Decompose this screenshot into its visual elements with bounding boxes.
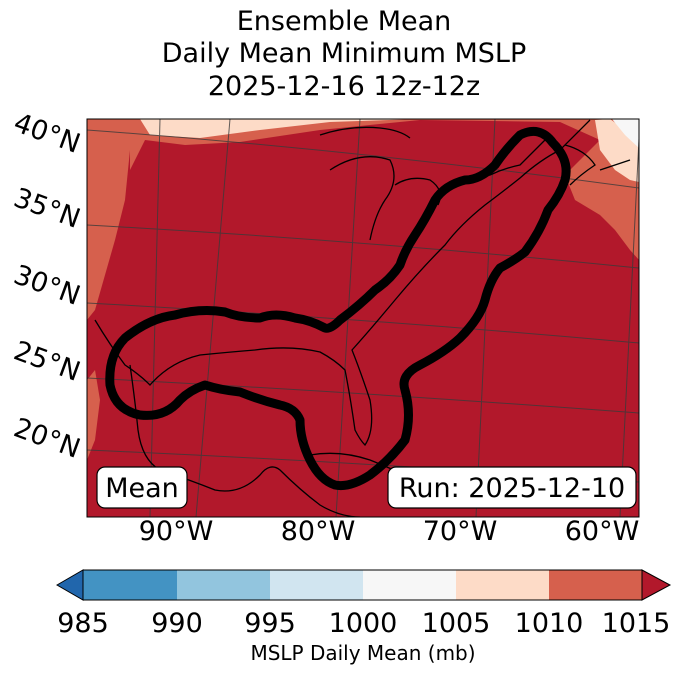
title-line-3: 2025-12-16 12z-12z <box>207 71 481 102</box>
colorbar-segment-985-990 <box>83 570 177 600</box>
colorbar-tick-1000: 1000 <box>329 608 398 639</box>
colorbar-tick-1015: 1015 <box>602 608 671 639</box>
colorbar-tick-995: 995 <box>244 608 296 639</box>
mean-box: Mean <box>96 466 188 509</box>
pressure-field-1005-1010-west <box>87 150 130 320</box>
colorbar-segment-990-995 <box>177 570 270 600</box>
lat-label-20: 20°N <box>10 412 85 464</box>
run-box-label: Run: 2025-12-10 <box>399 473 625 504</box>
pressure-field-1000-1005 <box>140 119 420 138</box>
lon-label-80: 80°W <box>281 516 356 547</box>
lat-label-35: 35°N <box>10 182 85 234</box>
colorbar-tick-1005: 1005 <box>422 608 491 639</box>
pressure-field-995-1000 <box>612 119 639 148</box>
colorbar-extend-low <box>55 569 84 601</box>
colorbar-segment-1000-1005 <box>363 570 456 600</box>
map-frame <box>86 118 640 518</box>
lat-label-40: 40°N <box>10 107 85 159</box>
colorbar-tick-1010: 1010 <box>515 608 584 639</box>
colorbar-tick-990: 990 <box>151 608 203 639</box>
mean-box-label: Mean <box>105 473 179 504</box>
lat-label-30: 30°N <box>10 259 85 311</box>
lon-label-90: 90°W <box>139 516 214 547</box>
map-panel <box>87 119 639 517</box>
contour-line <box>105 126 571 490</box>
run-box: Run: 2025-12-10 <box>387 466 637 509</box>
lon-label-70: 70°W <box>423 516 498 547</box>
lat-label-25: 25°N <box>10 335 85 387</box>
colorbar-segment-1005-1010 <box>456 570 549 600</box>
colorbar-extend-high <box>641 569 672 601</box>
colorbar-tick-985: 985 <box>57 608 109 639</box>
lon-label-60: 60°W <box>565 516 640 547</box>
title-line-1: Ensemble Mean <box>236 6 452 37</box>
pressure-field-1005-1010-southwest <box>87 370 100 460</box>
colorbar-segment-995-1000 <box>270 570 363 600</box>
colorbar: 985 990 995 1000 1005 1010 1015 MSLP Dai… <box>55 569 672 665</box>
title-line-2: Daily Mean Minimum MSLP <box>161 38 527 69</box>
colorbar-label: MSLP Daily Mean (mb) <box>250 641 475 665</box>
colorbar-segment-1010-1015 <box>549 570 642 600</box>
